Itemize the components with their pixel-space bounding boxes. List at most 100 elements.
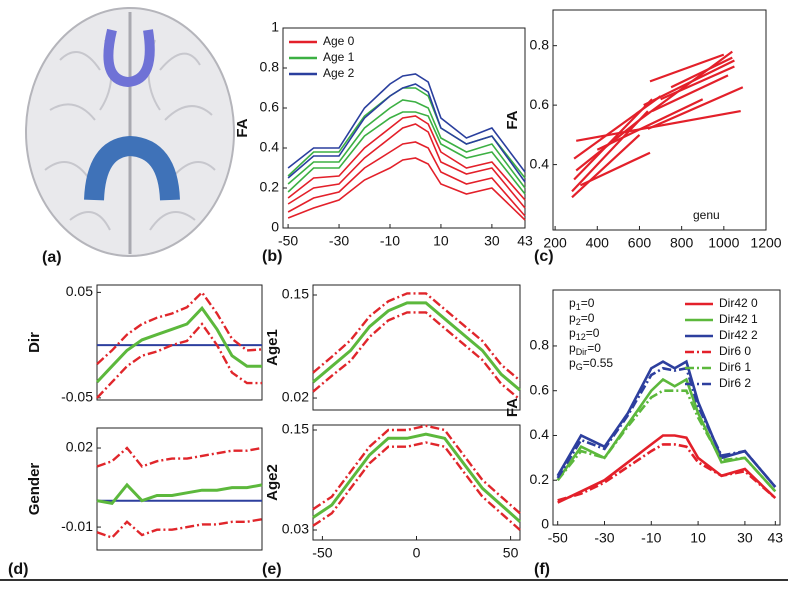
x-tick-label: -50 [548,530,568,546]
annotation: p2=0 [569,311,595,327]
segment [647,86,744,130]
legend-label: Dir42 1 [719,312,758,326]
y-tick-label: 0.02 [282,389,309,405]
x-tick-label: 10 [433,233,449,249]
series-line [557,443,777,502]
panel-label: (d) [8,561,28,578]
y-axis-label: Age2 [264,464,281,501]
y-tick-label: 0 [271,219,279,235]
y-tick-label: 0.15 [282,421,309,437]
y-tick-label: 0.6 [260,99,280,115]
y-tick-label: 0 [541,516,549,532]
confidence-band [96,290,263,365]
curve [287,111,526,195]
plot-frame [312,284,521,411]
y-tick-label: 0.05 [66,283,93,299]
curve [287,115,526,201]
annotation-base: p [569,296,576,310]
series-line [556,389,777,493]
annotation-text: =0.55 [583,356,614,370]
y-tick-label: 0.02 [66,439,93,455]
splenium-tract [84,135,180,201]
y-tick-label: 0.15 [282,286,309,302]
legend-label: Dir6 0 [719,344,751,358]
annotation-sub: 2 [576,317,581,327]
y-tick-label: 0.2 [530,471,550,487]
confidence-band [96,446,263,468]
x-tick-label: -50 [312,545,332,561]
legend-label: Age 2 [323,66,355,80]
y-tick-label: 0.8 [530,337,550,353]
estimate-line [312,301,521,392]
x-tick-label: 200 [543,235,567,251]
x-tick-label: -50 [278,233,298,249]
plot-frame [282,27,526,229]
y-tick-label: 0.8 [260,59,280,75]
y-tick-label: 0.2 [260,179,280,195]
segment [571,134,641,199]
x-tick-label: 30 [484,233,500,249]
y-tick-label: 0.4 [530,155,550,171]
x-tick-label: 1200 [750,235,781,251]
series-line [556,359,777,488]
curve [287,141,526,217]
annotation-sub: 1 [576,302,581,312]
y-axis-label: FA [234,118,251,137]
plot-frame [552,9,767,231]
x-tick-label: 50 [503,545,519,561]
estimate-line [312,432,521,523]
legend-label: Dir6 1 [719,360,751,374]
annotation: p1=0 [569,296,595,312]
y-tick-label: 0.8 [530,36,550,52]
annotation: pG=0.55 [569,356,613,372]
panel-label: (e) [262,561,282,578]
estimate-line [95,305,262,384]
panel-label: (f) [534,561,550,578]
legend-label: Age 1 [323,50,355,64]
x-tick-label: 1000 [708,235,739,251]
segment [576,110,741,142]
y-tick-label: 0.03 [282,521,309,537]
y-axis-label: Gender [26,463,43,516]
annotation-text: =0 [586,326,600,340]
confidence-band [312,311,521,401]
annotation-sub: Dir [576,347,588,357]
panel-label: (c) [534,248,554,265]
y-axis-label: FA [504,110,521,129]
annotation-sub: G [576,362,583,372]
annotation-sub: 12 [576,332,586,342]
y-tick-label: -0.05 [61,389,93,405]
confidence-band [312,292,521,382]
panel-label: (a) [42,249,62,266]
x-tick-label: 0 [413,545,421,561]
estimate-line [96,482,263,506]
annotation-text: =0 [581,296,595,310]
segment [670,56,733,89]
segment [660,65,735,101]
series-line [556,366,777,488]
plot-frame [552,289,781,526]
x-tick-label: 600 [628,235,652,251]
segment [596,98,704,151]
curve [287,123,526,209]
confidence-band [96,322,262,399]
legend-label: Dir42 2 [719,328,758,342]
y-axis-label: Dir [26,332,43,353]
y-axis-label: Age1 [264,329,281,366]
annotation-base: p [569,326,576,340]
segment [573,95,662,160]
annotation-base: p [569,356,576,370]
curve [287,99,526,189]
plot-frame [96,284,263,401]
panel-label: (b) [262,248,282,265]
x-tick-label: -10 [641,530,661,546]
y-tick-label: 0.4 [260,139,280,155]
legend-label: Dir6 2 [719,376,751,390]
legend-label: Age 0 [323,34,355,48]
y-tick-label: 1 [271,19,279,35]
x-tick-label: 400 [586,235,610,251]
plot-frame [96,427,263,551]
x-tick-label: -30 [329,233,349,249]
y-tick-label: 0.4 [530,426,550,442]
